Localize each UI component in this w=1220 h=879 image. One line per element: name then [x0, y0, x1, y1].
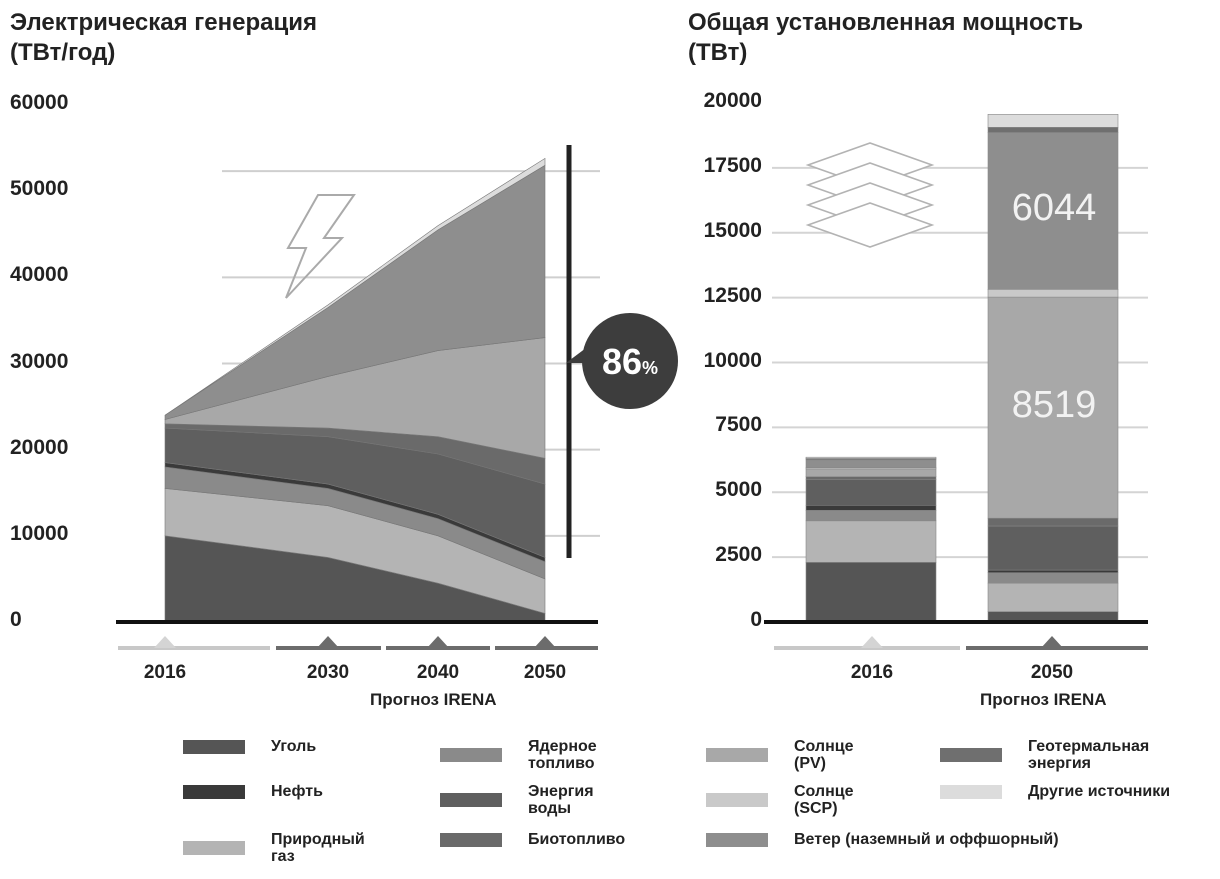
timeline-marker — [317, 636, 339, 648]
legend-label: Нефть — [271, 783, 323, 800]
bar-segment-2050-bio — [987, 517, 1119, 527]
legend-label: Геотермальная энергия — [1028, 738, 1150, 772]
bar-segment-2016-wind — [805, 459, 937, 468]
right-chart-title: Общая установленная мощность (ТВт) — [688, 9, 1084, 66]
badge-value: 86 — [601, 341, 643, 382]
bar-segment-2016-nuclear — [805, 510, 937, 522]
right-y-tick-label: 0 — [750, 608, 762, 631]
left-x-tick-label: 2016 — [143, 662, 187, 683]
area-series-other — [164, 157, 546, 416]
bar-value-label: 8519 — [1011, 383, 1097, 426]
legend-swatch — [940, 784, 1002, 799]
right-x-tick-label: 2050 — [1030, 662, 1074, 683]
bar-segment-2050-pv — [987, 296, 1119, 519]
left-chart-title: Электрическая генерация (ТВт/год) — [10, 9, 317, 66]
left-y-tick-label: 20000 — [10, 435, 69, 459]
legend-item-coal: Уголь — [183, 738, 316, 755]
legend-label: Энергия воды — [528, 783, 594, 817]
bar-segment-2050-oil — [987, 569, 1119, 573]
legend-swatch — [183, 739, 245, 754]
bar-segment-2050-hydro — [987, 525, 1119, 571]
left-y-tick-label: 30000 — [10, 349, 69, 373]
bar-value-label: 6044 — [1011, 186, 1097, 229]
left-x-tick-label: 2040 — [416, 662, 460, 683]
share-badge — [582, 313, 678, 409]
legend-item-wind: Ветер (наземный и оффшорный) — [706, 831, 1059, 848]
legend-item-csp: Солнце (SCP) — [706, 783, 854, 817]
bar-segment-2016-coal — [805, 561, 937, 623]
legend-swatch — [440, 793, 502, 807]
right-y-tick-label: 15000 — [703, 218, 762, 242]
bar-segment-2016-pv — [805, 468, 937, 477]
legend-swatch — [183, 784, 245, 799]
legend-swatch — [706, 832, 768, 847]
right-y-tick-label: 7500 — [715, 413, 762, 437]
layers-icon — [805, 202, 935, 248]
timeline-segment — [118, 646, 270, 650]
left-y-tick-label: 60000 — [10, 91, 69, 114]
legend-swatch — [440, 832, 502, 847]
bar-segment-2050-geo — [987, 127, 1119, 133]
legend-swatch — [940, 748, 1002, 762]
legend-label: Другие источники — [1028, 783, 1171, 800]
legend-label: Биотопливо — [528, 831, 626, 848]
legend-swatch — [440, 748, 502, 762]
bar-segment-2050-other — [987, 114, 1119, 128]
right-y-tick-label: 20000 — [703, 89, 762, 112]
left-y-tick-label: 10000 — [10, 521, 69, 545]
right-y-tick-label: 5000 — [715, 478, 762, 502]
timeline-marker — [534, 636, 556, 648]
legend-item-nuclear: Ядерное топливо — [440, 738, 597, 772]
forecast-label-right: Прогноз IRENA — [980, 690, 1107, 709]
legend-item-bio: Биотопливо — [440, 831, 625, 848]
legend-label: Ядерное топливо — [528, 738, 597, 772]
legend-item-gas: Природный газ — [183, 831, 365, 865]
right-y-tick-label: 12500 — [703, 283, 762, 307]
bar-segment-2016-bio — [805, 476, 937, 480]
bar-segment-2050-nuclear — [987, 572, 1119, 584]
legend-label: Солнце (PV) — [794, 738, 854, 772]
timeline-marker — [427, 636, 449, 648]
left-y-tick-label: 0 — [10, 608, 22, 631]
left-y-tick-label: 40000 — [10, 263, 69, 287]
right-y-tick-label: 10000 — [703, 348, 762, 372]
legend-label: Солнце (SCP) — [794, 783, 854, 817]
legend-swatch — [183, 841, 245, 855]
timeline-marker — [154, 636, 176, 648]
forecast-label-left: Прогноз IRENA — [370, 690, 497, 709]
bar-segment-2050-gas — [987, 582, 1119, 612]
badge-pointer — [566, 348, 586, 363]
left-x-tick-label: 2050 — [523, 662, 567, 683]
legend-item-pv: Солнце (PV) — [706, 738, 854, 772]
bar-segment-2016-other — [805, 456, 937, 459]
right-y-tick-label: 17500 — [703, 153, 762, 177]
timeline-marker — [861, 636, 883, 648]
bar-segment-2050-wind — [987, 132, 1119, 290]
legend-swatch — [706, 793, 768, 807]
legend-swatch — [706, 748, 768, 762]
share-badge-label: 86% — [583, 340, 677, 390]
left-y-tick-label: 50000 — [10, 177, 69, 201]
legend-label: Уголь — [271, 738, 317, 755]
badge-unit: % — [642, 358, 659, 378]
legend-label: Природный газ — [271, 831, 365, 865]
right-y-tick-label: 2500 — [715, 543, 762, 567]
legend-item-oil: Нефть — [183, 783, 323, 800]
bar-segment-2050-csp — [987, 288, 1119, 298]
legend-item-hydro: Энергия воды — [440, 783, 594, 817]
bar-segment-2016-hydro — [805, 478, 937, 506]
right-x-tick-label: 2016 — [850, 662, 894, 683]
legend-label: Ветер (наземный и оффшорный) — [794, 831, 1059, 848]
legend-item-other: Другие источники — [940, 783, 1170, 800]
left-x-tick-label: 2030 — [306, 662, 350, 683]
bar-segment-2016-oil — [805, 504, 937, 511]
legend-item-geo: Геотермальная энергия — [940, 738, 1149, 772]
timeline-marker — [1041, 636, 1063, 648]
bar-segment-2016-gas — [805, 520, 937, 563]
lightning-icon — [285, 194, 356, 299]
